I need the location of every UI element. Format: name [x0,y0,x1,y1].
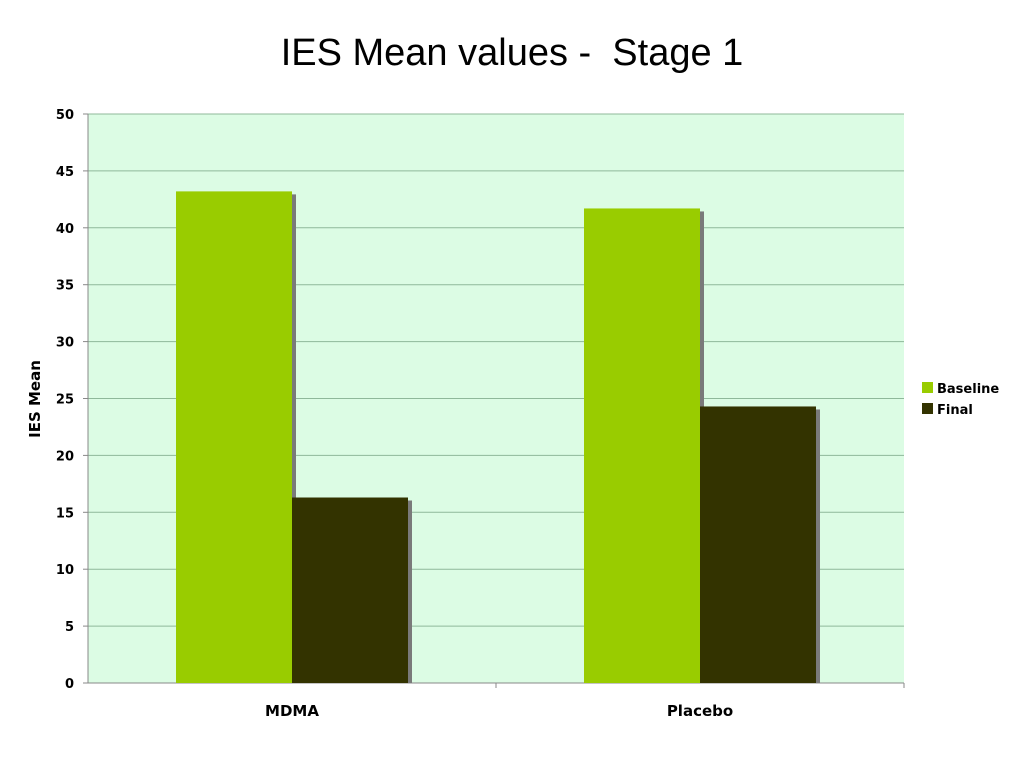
y-tick-label: 40 [56,222,74,237]
y-tick-label: 25 [56,393,74,408]
y-tick-label: 20 [56,449,74,464]
legend-label-baseline: Baseline [937,382,999,397]
bar-final-placebo [700,406,816,683]
x-category-label: Placebo [667,702,733,720]
y-tick-label: 10 [56,563,74,578]
y-tick-label: 50 [56,108,74,123]
legend-swatch-baseline [922,382,933,393]
bar-baseline-mdma [176,191,292,683]
bar-baseline-placebo [584,208,700,684]
y-axis-title: IES Mean [26,360,44,438]
legend-label-final: Final [937,403,973,418]
bar-final-mdma [292,497,408,683]
chart-title: IES Mean values - Stage 1 [280,32,744,74]
y-tick-label: 35 [56,279,74,294]
y-tick-label: 5 [65,620,74,635]
y-tick-label: 30 [56,336,74,351]
y-tick-label: 0 [65,677,74,692]
legend-swatch-final [922,403,933,414]
y-tick-label: 45 [56,165,74,180]
x-category-label: MDMA [265,702,319,720]
y-tick-label: 15 [56,506,74,521]
